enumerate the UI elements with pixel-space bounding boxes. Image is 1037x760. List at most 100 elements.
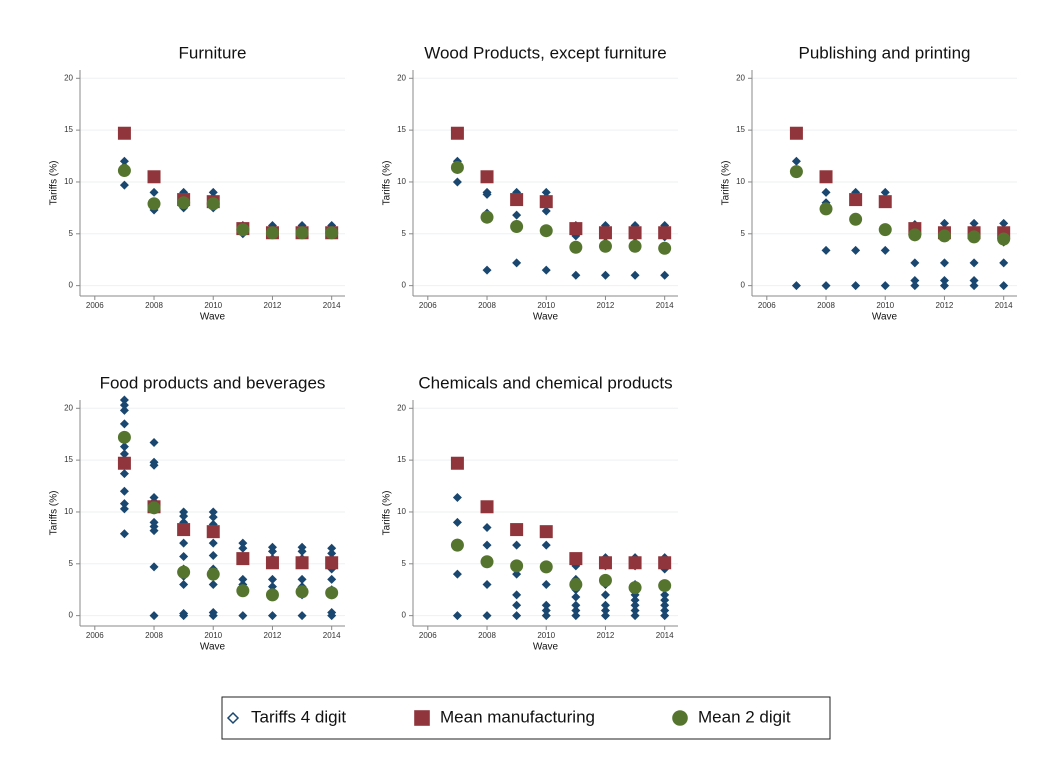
square-marker [265,556,279,570]
circle-marker [450,538,464,552]
y-tick-label: 0 [69,611,74,620]
legend-marker [226,711,240,725]
square-marker [569,552,583,566]
diamond-marker [571,611,581,621]
square-marker [510,193,524,207]
diamond-marker [238,611,248,621]
diamond-marker [999,218,1009,228]
y-tick-label: 0 [402,281,407,290]
diamond-marker [660,605,670,615]
circle-marker [598,573,612,587]
x-tick-label: 2012 [264,301,282,310]
square-marker [510,523,524,537]
diamond-marker [119,405,129,415]
diamond-marker [149,460,159,470]
diamond-marker [482,611,492,621]
diamond-marker [297,611,307,621]
square-marker [539,195,553,209]
circle-marker [510,220,524,234]
diamond-marker [791,156,801,166]
diamond-marker [482,523,492,533]
diamond-marker [482,540,492,550]
y-tick-label: 5 [69,559,74,568]
x-tick-label: 2014 [323,631,341,640]
diamond-marker [851,281,861,291]
diamond-marker [297,574,307,584]
x-tick-label: 2012 [597,631,615,640]
y-tick-label: 15 [64,125,73,134]
panel-title: Wood Products, except furniture [424,43,667,62]
diamond-marker [541,187,551,197]
square-marker [295,556,309,570]
y-tick-label: 0 [402,611,407,620]
circle-marker [598,239,612,253]
diamond-marker [571,592,581,602]
diamond-marker [119,395,129,405]
diamond-marker [297,546,307,556]
diamond-marker [119,504,129,514]
square-marker [147,170,161,184]
x-tick-label: 2008 [145,301,163,310]
y-axis-label: Tariffs (%) [49,161,60,206]
panel-title: Publishing and printing [798,43,970,62]
square-marker [450,456,464,470]
y-tick-label: 10 [64,507,73,516]
diamond-marker [939,218,949,228]
circle-marker [849,212,863,226]
square-marker [480,500,494,514]
square-marker [628,556,642,570]
diamond-marker [910,281,920,291]
circle-marker [236,223,250,237]
square-marker [569,222,583,236]
circle-marker [206,567,220,581]
diamond-marker [119,449,129,459]
diamond-marker [821,187,831,197]
diamond-marker [482,189,492,199]
x-tick-label: 2014 [656,631,674,640]
x-axis-label: Wave [872,312,898,323]
diamond-marker [512,590,522,600]
diamond-marker [179,580,189,590]
circle-marker [295,585,309,599]
legend-marker [672,710,688,726]
diamond-marker [660,595,670,605]
y-tick-label: 15 [736,125,745,134]
y-tick-label: 20 [64,403,73,412]
legend-label: Mean 2 digit [698,707,791,726]
diamond-marker [119,442,129,452]
diamond-marker [880,187,890,197]
diamond-marker [660,270,670,280]
circle-marker [480,555,494,569]
circle-marker [236,584,250,598]
panel-title: Furniture [178,43,246,62]
diamond-marker [119,486,129,496]
diamond-marker [999,281,1009,291]
y-axis-label: Tariffs (%) [721,161,732,206]
diamond-marker [238,574,248,584]
y-tick-label: 15 [64,455,73,464]
diamond-marker [969,218,979,228]
diamond-marker [880,281,890,291]
diamond-marker [208,580,218,590]
circle-marker [450,160,464,174]
circle-marker [819,202,833,216]
circle-marker [628,581,642,595]
diamond-marker [939,275,949,285]
diamond-marker [327,543,337,553]
circle-marker [789,165,803,179]
diamond-marker [452,517,462,527]
x-tick-label: 2006 [86,301,104,310]
circle-marker [539,560,553,574]
legend-marker [414,710,430,726]
diamond-marker [512,611,522,621]
diamond-marker [969,275,979,285]
x-tick-label: 2010 [537,301,555,310]
circle-marker [997,232,1011,246]
diamond-marker [452,611,462,621]
x-axis-label: Wave [533,642,559,653]
y-tick-label: 20 [397,73,406,82]
y-tick-label: 0 [741,281,746,290]
diamond-marker [119,419,129,429]
diamond-marker [600,270,610,280]
